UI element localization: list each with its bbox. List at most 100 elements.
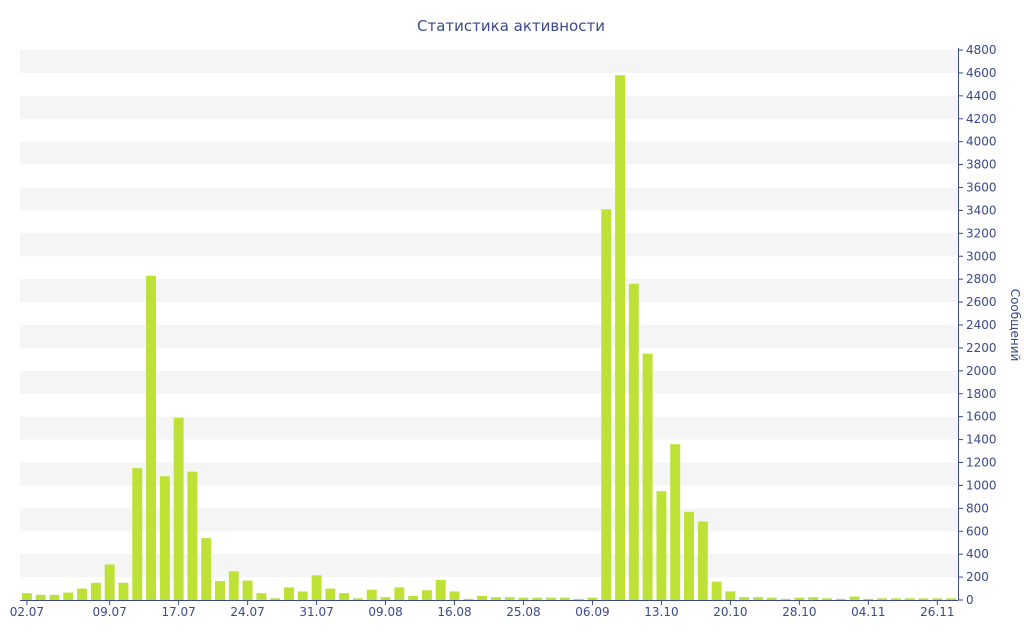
- grid-band: [20, 370, 958, 394]
- x-tick-label: 02.07: [10, 605, 44, 619]
- y-tick-label: 4400: [966, 89, 997, 103]
- chart-title: Статистика активности: [417, 17, 605, 35]
- bar: [780, 598, 791, 600]
- bar: [242, 580, 253, 600]
- y-axis-label: Сообщений: [1008, 289, 1022, 362]
- x-tick-label: 17.07: [161, 605, 195, 619]
- grid-band: [20, 325, 958, 348]
- y-tick-label: 600: [966, 524, 989, 538]
- bar: [421, 590, 432, 600]
- grid-band: [20, 50, 958, 73]
- y-tick-label: 2400: [966, 318, 997, 332]
- bar: [63, 592, 74, 600]
- y-tick-label: 400: [966, 547, 989, 561]
- bar: [449, 591, 460, 600]
- grid-band: [20, 187, 958, 211]
- y-tick-label: 3000: [966, 249, 997, 263]
- grid-band: [20, 462, 958, 486]
- x-tick-label: 16.08: [437, 605, 471, 619]
- y-tick-label: 2000: [966, 364, 997, 378]
- y-tick-label: 2600: [966, 295, 997, 309]
- bar: [21, 593, 32, 601]
- bar: [601, 209, 612, 600]
- bar: [849, 596, 860, 600]
- y-tick-label: 1800: [966, 387, 997, 401]
- grid-band: [20, 279, 958, 303]
- bar: [132, 468, 143, 600]
- bar: [311, 575, 322, 600]
- bar: [725, 591, 736, 600]
- bar: [546, 597, 557, 600]
- grid-band: [20, 95, 958, 119]
- bar: [821, 598, 832, 600]
- bar: [587, 597, 598, 600]
- bar: [739, 597, 750, 600]
- y-tick-label: 200: [966, 570, 989, 584]
- bar: [863, 598, 874, 600]
- grid-band: [20, 416, 958, 440]
- bar: [352, 598, 363, 600]
- bar: [946, 598, 957, 600]
- y-tick-label: 3800: [966, 158, 997, 172]
- bar: [615, 75, 626, 600]
- bar: [559, 597, 570, 600]
- x-tick-label: 28.10: [782, 605, 816, 619]
- bar: [201, 538, 212, 601]
- y-tick-label: 3400: [966, 203, 997, 217]
- bar: [808, 597, 819, 600]
- y-tick-label: 0: [966, 593, 974, 607]
- bar: [380, 597, 391, 600]
- bar: [835, 598, 846, 600]
- x-tick-label: 13.10: [644, 605, 678, 619]
- bar: [573, 598, 584, 600]
- bar: [490, 597, 501, 600]
- bar: [890, 598, 901, 600]
- bar: [325, 588, 336, 600]
- y-tick-label: 2800: [966, 272, 997, 286]
- bar: [918, 598, 929, 600]
- y-tick-label: 1200: [966, 456, 997, 470]
- x-tick-label: 09.08: [368, 605, 402, 619]
- bar: [146, 275, 157, 600]
- bar: [504, 597, 515, 600]
- bar: [215, 581, 225, 600]
- bar: [697, 521, 708, 600]
- grid-band: [20, 508, 958, 532]
- x-tick-label: 26.11: [920, 605, 954, 619]
- y-tick-label: 3600: [966, 181, 997, 195]
- bar: [173, 417, 184, 600]
- bar: [684, 511, 694, 600]
- x-axis-ticks: 02.07 09.07 17.07 24.07 31.07 09.08 16.08 25.08…: [10, 600, 954, 619]
- bar: [297, 591, 308, 600]
- bar: [656, 491, 667, 600]
- bar: [408, 595, 419, 600]
- bar: [394, 587, 405, 600]
- bar: [49, 594, 60, 600]
- bar: [104, 564, 115, 600]
- bar: [228, 571, 239, 600]
- bar: [435, 579, 446, 600]
- bar: [670, 444, 681, 600]
- x-tick-label: 06.09: [575, 605, 609, 619]
- bar: [518, 597, 529, 600]
- bar: [794, 597, 805, 600]
- y-tick-label: 2200: [966, 341, 997, 355]
- bar: [932, 598, 943, 600]
- bar: [187, 471, 198, 600]
- y-tick-label: 4000: [966, 135, 997, 149]
- x-tick-label: 25.08: [506, 605, 540, 619]
- grid-band: [20, 233, 958, 257]
- bar: [35, 594, 46, 600]
- bar: [90, 582, 101, 600]
- y-axis-ticks: 0 200 400 600 800 1000 1200 1400 1600 1800 2000 220…: [958, 43, 997, 607]
- bar: [753, 597, 763, 600]
- bar: [477, 595, 488, 600]
- bar: [118, 582, 129, 600]
- y-tick-label: 1000: [966, 478, 997, 492]
- bar: [628, 283, 639, 600]
- x-tick-label: 31.07: [299, 605, 333, 619]
- bar: [904, 598, 915, 600]
- y-tick-label: 800: [966, 501, 989, 515]
- x-tick-label: 04.11: [851, 605, 885, 619]
